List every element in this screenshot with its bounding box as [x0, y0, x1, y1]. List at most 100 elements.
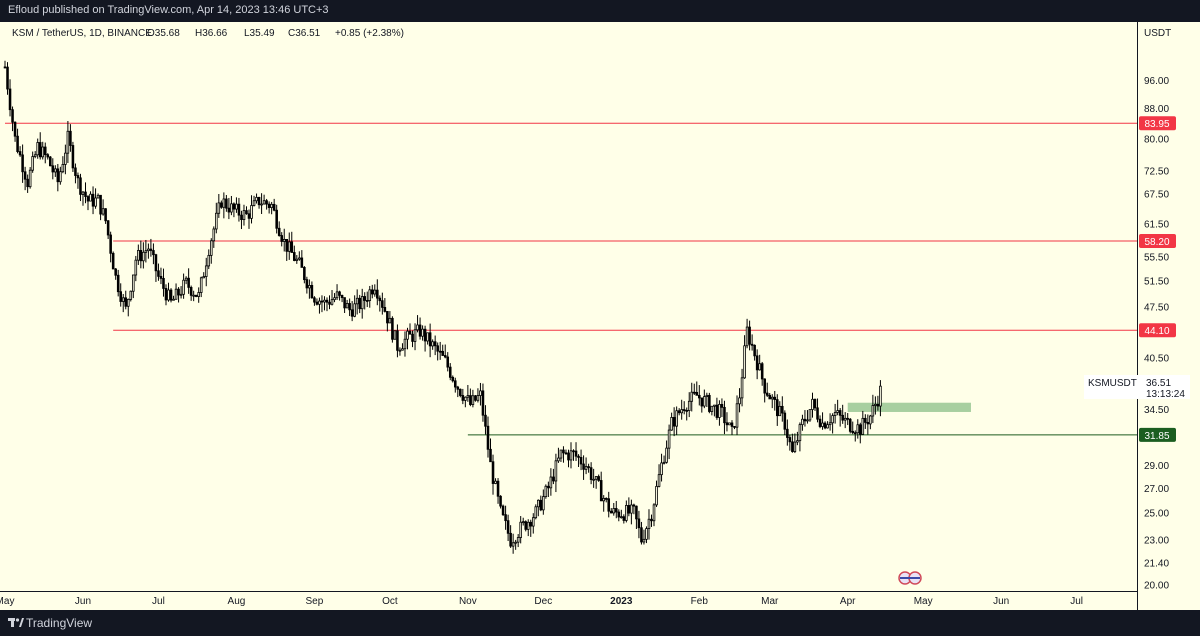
- price-chart[interactable]: 96.00 88.00 80.00 72.50 67.50 61.50 55.50 51.50…: [0, 22, 1200, 610]
- candle-body: [647, 518, 651, 529]
- candle-body: [572, 450, 575, 453]
- candle-body: [189, 286, 193, 296]
- candle-body: [323, 299, 326, 303]
- candle-body: [481, 390, 485, 416]
- candle-body: [607, 498, 611, 512]
- candle-body: [386, 311, 389, 324]
- candle-body: [272, 203, 276, 211]
- candle-body: [526, 521, 530, 530]
- candle-body: [393, 330, 397, 340]
- candle-body: [843, 417, 847, 421]
- candle-body: [476, 395, 480, 401]
- candle-body: [295, 258, 299, 261]
- price-badge-background: [1139, 427, 1176, 442]
- candle-body: [373, 289, 377, 295]
- candle-body: [459, 388, 462, 396]
- candle-body: [436, 345, 439, 352]
- price-badge-label: 31.85: [1144, 431, 1169, 442]
- candle-body: [833, 412, 837, 416]
- candle-body: [614, 508, 618, 513]
- candle-body: [240, 214, 243, 221]
- candle-body: [562, 449, 565, 454]
- candle-body: [182, 279, 185, 295]
- candle-body: [831, 415, 834, 424]
- time-axis[interactable]: May Jun Jul Aug Sep Oct Nov Dec 2023 Feb Mar Apr May…: [0, 596, 1083, 607]
- candle-body: [806, 419, 809, 422]
- candle-body: [876, 403, 880, 407]
- candle-body: [579, 457, 583, 465]
- candle-body: [237, 203, 241, 216]
- price-tick-label: 40.50: [1144, 354, 1169, 365]
- candle-body: [655, 485, 658, 506]
- candle-body: [64, 152, 67, 165]
- candle-body: [803, 418, 807, 422]
- candle-body: [511, 542, 515, 547]
- candle-body: [154, 254, 158, 272]
- candle-body: [836, 410, 839, 413]
- candle-body: [413, 329, 417, 342]
- candle-body: [355, 297, 359, 305]
- candle-body: [484, 414, 487, 427]
- time-tick-label: 2023: [610, 596, 633, 607]
- candle-body: [504, 514, 507, 522]
- candle-body: [864, 417, 867, 423]
- chart-background: [0, 22, 1200, 610]
- candle-body: [144, 250, 148, 253]
- time-tick-label: Nov: [459, 596, 477, 607]
- candle-body: [152, 250, 155, 256]
- time-tick-label: Apr: [840, 596, 856, 607]
- candle-body: [471, 395, 475, 405]
- candle-body: [589, 467, 593, 480]
- price-badge-background: [1139, 323, 1176, 338]
- candle-body: [137, 250, 140, 261]
- candle-body: [76, 175, 80, 179]
- candle-body: [8, 88, 12, 111]
- candle-body: [851, 430, 855, 434]
- candle-body: [811, 398, 814, 410]
- price-axis[interactable]: 96.00 88.00 80.00 72.50 67.50 61.50 55.50 51.50…: [1144, 76, 1169, 591]
- candle-body: [640, 527, 643, 543]
- candle-body: [365, 300, 369, 302]
- candle-body: [745, 326, 749, 347]
- candle-body: [421, 328, 424, 337]
- candle-body: [403, 338, 407, 350]
- price-tick-label: 72.50: [1144, 166, 1169, 177]
- candle-body: [101, 208, 105, 215]
- candle-body: [340, 294, 344, 298]
- price-tick-label: 47.50: [1144, 302, 1169, 313]
- candle-body: [139, 250, 143, 262]
- candle-body: [51, 165, 55, 173]
- last-price-countdown: 13:13:24: [1146, 389, 1185, 400]
- candle-body: [28, 169, 32, 188]
- event-flags[interactable]: [898, 571, 922, 585]
- candle-body: [187, 277, 190, 288]
- candle-body: [270, 203, 273, 208]
- candle-body: [765, 392, 769, 396]
- candle-body: [99, 194, 102, 215]
- legend-symbol[interactable]: KSM / TetherUS, 1D, BINANCE: [12, 28, 152, 39]
- candle-body: [637, 518, 641, 529]
- candle-body: [602, 497, 605, 502]
- candle-body: [635, 505, 638, 520]
- candle-body: [665, 447, 668, 463]
- candle-body: [411, 333, 414, 342]
- candle-body: [645, 528, 648, 540]
- candle-body: [612, 508, 616, 514]
- candle-body: [650, 518, 653, 522]
- brand-name[interactable]: TradingView: [26, 616, 93, 630]
- candle-body: [491, 461, 495, 484]
- candle-body: [506, 520, 510, 534]
- candle-body: [680, 409, 683, 414]
- candle-body: [252, 200, 256, 206]
- candle-body: [426, 332, 429, 342]
- candle-body: [692, 391, 696, 394]
- time-tick-label: May: [914, 596, 933, 607]
- candle-body: [738, 397, 741, 405]
- candle-body: [846, 417, 849, 420]
- tradingview-logo-icon[interactable]: [8, 616, 24, 630]
- candle-body: [879, 385, 882, 407]
- zone-layer: [847, 402, 971, 412]
- candle-body: [124, 297, 128, 307]
- candle-body: [225, 198, 228, 209]
- candle-body: [670, 417, 673, 431]
